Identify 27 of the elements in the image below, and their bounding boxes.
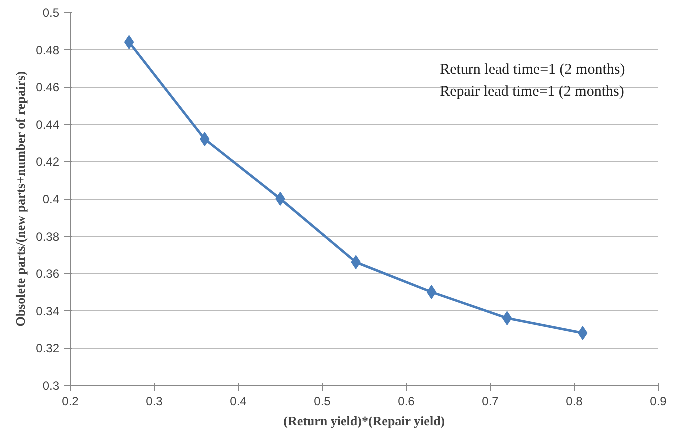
point bbox=[276, 192, 286, 206]
y-tick-label: 0.48 bbox=[36, 43, 60, 58]
x-axis-title: (Return yield)*(Repair yield) bbox=[284, 414, 446, 428]
x-tick-label: 0.7 bbox=[482, 394, 500, 408]
x-tick-label: 0.9 bbox=[650, 394, 668, 408]
x-tick-label: 0.3 bbox=[146, 394, 164, 408]
x-tick-label: 0.5 bbox=[314, 394, 332, 408]
y-axis-title: Obsolete parts/(new parts+number of repairs) bbox=[13, 71, 28, 327]
point bbox=[124, 35, 134, 50]
point bbox=[502, 311, 512, 326]
annotation: Return lead time=1 (2 months) bbox=[440, 62, 626, 78]
y-tick-label: 0.46 bbox=[36, 80, 60, 95]
y-tick-label: 0.5 bbox=[42, 6, 60, 20]
x-tick-label: 0.6 bbox=[398, 394, 416, 408]
y-tick-label: 0.3 bbox=[42, 379, 60, 393]
point bbox=[426, 285, 437, 300]
x-tick-label: 0.2 bbox=[62, 394, 80, 408]
y-tick-label: 0.44 bbox=[36, 118, 60, 132]
y-tick-label: 0.42 bbox=[36, 155, 60, 170]
y-tick-label: 0.4 bbox=[42, 192, 60, 206]
y-tick-label: 0.32 bbox=[36, 342, 60, 356]
y-tick-label: 0.38 bbox=[36, 230, 60, 244]
annotation: Repair lead time=1 (2 months) bbox=[440, 84, 624, 100]
x-tick-label: 0.8 bbox=[566, 394, 584, 408]
y-tick-label: 0.34 bbox=[36, 304, 60, 318]
y-tick-label: 0.36 bbox=[36, 267, 60, 282]
x-tick-label: 0.4 bbox=[230, 394, 248, 408]
